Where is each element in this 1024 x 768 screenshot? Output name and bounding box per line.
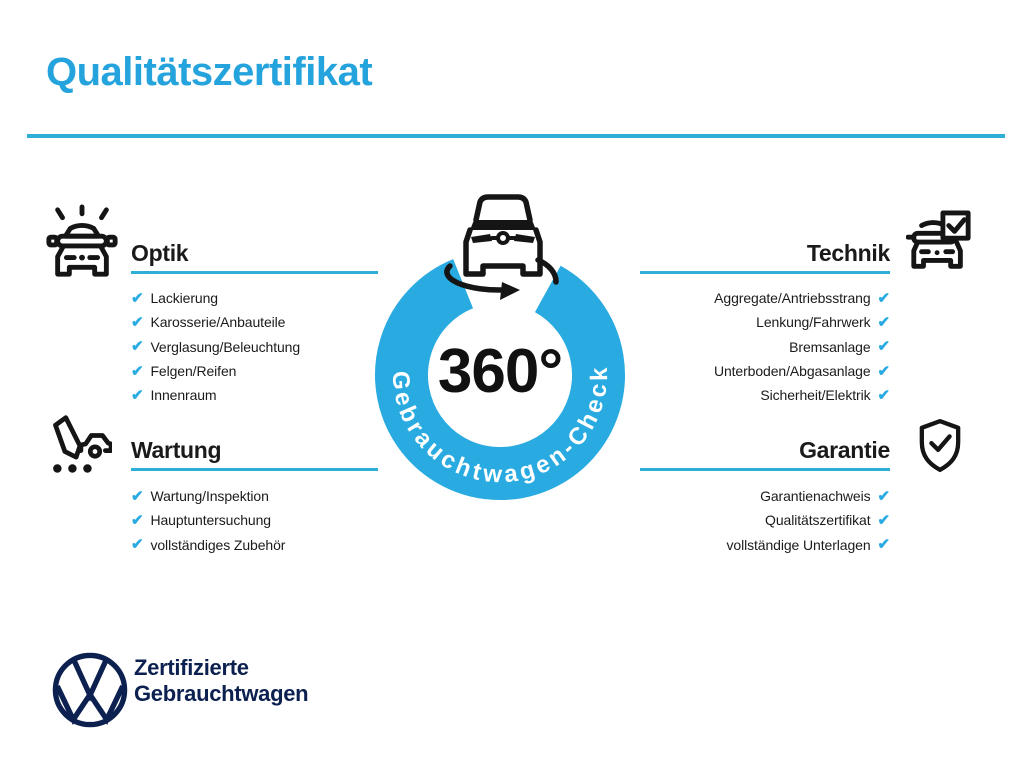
check-icon: ✔ [131,289,144,307]
technik-item-list: Aggregate/Antriebsstrang ✔ Lenkung/Fahrwe… [714,286,890,407]
item-label: Bremsanlage [789,338,871,355]
section-heading-wartung: Wartung [131,437,222,463]
car-360-rotation-icon [438,190,568,302]
list-item: ✔ Lackierung [131,286,300,310]
title-divider [27,134,1005,138]
degrees-label: 360° [437,337,563,406]
list-item: vollständige Unterlagen ✔ [727,533,891,557]
check-icon: ✔ [131,338,144,356]
check-icon: ✔ [131,511,144,529]
check-icon: ✔ [131,536,144,554]
list-item: Qualitätszertifikat ✔ [765,508,890,532]
item-label: Wartung/Inspektion [150,488,269,505]
check-icon: ✔ [877,511,891,529]
list-item: ✔ Innenraum [131,383,300,407]
list-item: ✔ Karosserie/Anbauteile [131,310,300,334]
garantie-underline [640,468,890,471]
item-label: Unterboden/Abgasanlage [713,363,871,380]
check-icon: ✔ [131,487,144,505]
item-label: Hauptuntersuchung [150,512,271,529]
check-icon: ✔ [131,386,144,404]
optik-item-list: ✔ Lackierung ✔ Karosserie/Anbauteile ✔ Verg… [131,286,300,407]
item-label: Felgen/Reifen [150,363,237,380]
footer-line-2: Gebrauchtwagen [134,681,309,706]
section-heading-optik: Optik [131,240,189,266]
wartung-item-list: ✔ Wartung/Inspektion ✔ Hauptuntersuchung ✔… [131,484,285,557]
section-heading-technik: Technik [806,240,890,266]
item-label: vollständige Unterlagen [726,536,871,553]
item-label: Verglasung/Beleuchtung [150,338,301,355]
footer-line-1: Zertifizierte [134,655,249,680]
item-label: Lenkung/Fahrwerk [756,314,871,331]
360-check-ring: Gebrauchtwagen-Check [370,245,630,510]
item-label: Lackierung [150,290,218,307]
list-item: ✔ Verglasung/Beleuchtung [131,335,300,359]
check-icon: ✔ [877,362,891,380]
check-icon: ✔ [131,362,144,380]
list-item: Aggregate/Antriebsstrang ✔ [714,286,890,310]
check-icon: ✔ [877,536,891,554]
footer-brand-label: Zertifizierte Gebrauchtwagen [134,655,309,707]
list-item: Unterboden/Abgasanlage ✔ [714,359,890,383]
list-item: ✔ Felgen/Reifen [131,359,300,383]
vw-logo [52,652,128,728]
check-icon: ✔ [877,338,891,356]
list-item: Lenkung/Fahrwerk ✔ [756,310,890,334]
check-icon: ✔ [877,313,891,331]
car-shine-icon [44,204,120,282]
page-title: Qualitätszertifikat [46,50,373,94]
list-item: Sicherheit/Elektrik ✔ [760,383,890,407]
item-label: vollständiges Zubehör [150,536,286,553]
check-icon: ✔ [131,313,144,331]
section-heading-garantie: Garantie [799,437,890,463]
item-label: Sicherheit/Elektrik [760,387,871,404]
shield-check-icon [918,418,962,474]
list-item: ✔ vollständiges Zubehör [131,533,285,557]
list-item: Bremsanlage ✔ [789,335,890,359]
list-item: ✔ Hauptuntersuchung [131,508,285,532]
item-label: Garantienachweis [760,488,871,505]
wartung-underline [131,468,378,471]
list-item: ✔ Wartung/Inspektion [131,484,285,508]
check-icon: ✔ [877,289,891,307]
item-label: Aggregate/Antriebsstrang [714,290,871,307]
item-label: Karosserie/Anbauteile [150,314,286,331]
technik-underline [640,271,890,274]
pencil-car-icon [46,412,112,476]
car-checkbox-icon [906,210,974,276]
garantie-item-list: Garantienachweis ✔ Qualitätszertifikat ✔ v… [727,484,891,557]
item-label: Qualitätszertifikat [765,512,871,529]
list-item: Garantienachweis ✔ [760,484,890,508]
check-icon: ✔ [877,386,891,404]
optik-underline [131,271,378,274]
check-icon: ✔ [877,487,891,505]
item-label: Innenraum [150,387,217,404]
